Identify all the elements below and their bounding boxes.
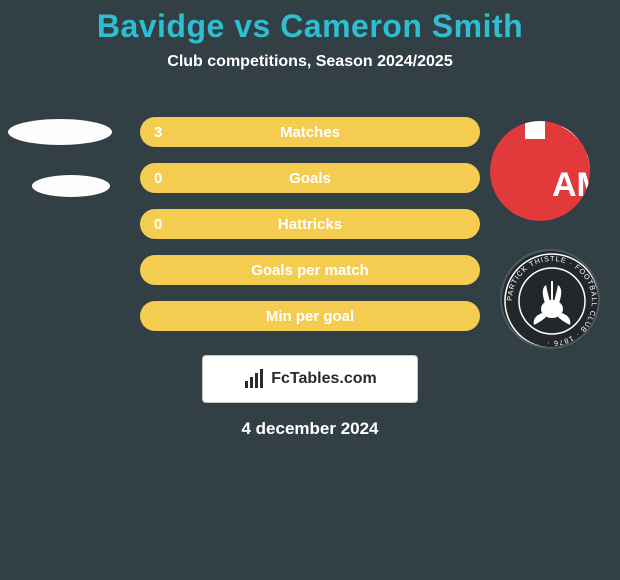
player-left-avatar-bottom	[32, 175, 110, 197]
page-title: Bavidge vs Cameron Smith	[0, 0, 620, 45]
footer-date: 4 december 2024	[0, 419, 620, 439]
stat-label: Goals per match	[140, 262, 480, 279]
stat-bar: Min per goal	[140, 301, 480, 331]
stat-bar: 0Hattricks	[140, 209, 480, 239]
club-right-badge: PARTICK THISTLE · FOOTBALL CLUB · 1876 ·	[500, 249, 600, 349]
stat-label: Matches	[140, 124, 480, 141]
page-subtitle: Club competitions, Season 2024/2025	[0, 53, 620, 71]
stat-bar: 0Goals	[140, 163, 480, 193]
jersey-collar	[525, 121, 545, 139]
source-badge-text: FcTables.com	[271, 370, 377, 388]
stat-label: Goals	[140, 170, 480, 187]
jersey-text: AM	[552, 166, 590, 204]
player-right-avatar: AM	[490, 121, 590, 221]
source-badge: FcTables.com	[202, 355, 418, 403]
club-badge-svg: PARTICK THISTLE · FOOTBALL CLUB · 1876 ·	[502, 251, 600, 349]
player-right-avatar-svg: AM	[490, 121, 590, 221]
stat-label: Min per goal	[140, 308, 480, 325]
comparison-content: AM PARTICK THISTLE · FOOTBALL CLUB · 187…	[0, 101, 620, 439]
stat-bars: 3Matches 0Goals 0Hattricks Goals per match M…	[140, 101, 480, 331]
stat-bar: Goals per match	[140, 255, 480, 285]
stat-label: Hattricks	[140, 216, 480, 233]
stat-bar: 3Matches	[140, 117, 480, 147]
player-left-avatar-top	[8, 119, 112, 145]
chart-icon	[243, 368, 265, 390]
